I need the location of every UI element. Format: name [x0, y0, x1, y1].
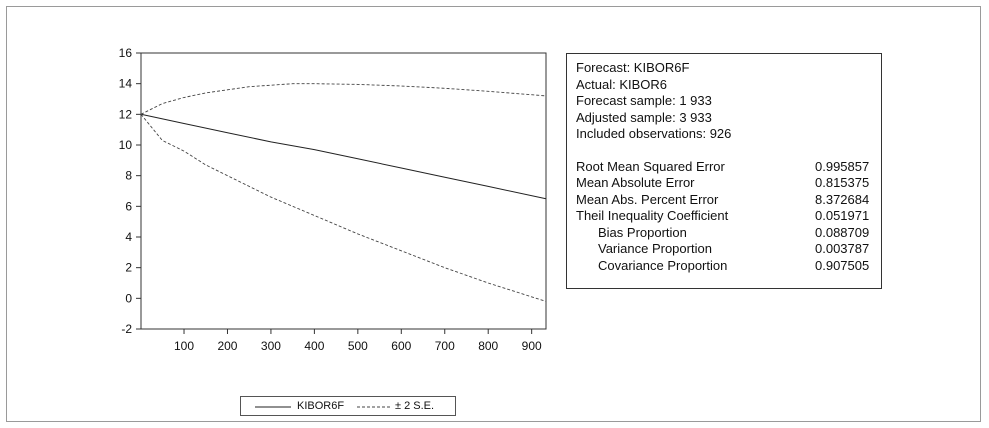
- metric-label: Bias Proportion: [598, 224, 687, 240]
- x-tick-label: 100: [174, 339, 194, 353]
- x-tick-label: 500: [348, 339, 368, 353]
- metric-value: 0.051971: [815, 208, 870, 223]
- stat-forecast: Forecast: KIBOR6F: [576, 60, 690, 75]
- y-tick-label: 8: [125, 169, 132, 183]
- y-tick-label: 12: [119, 107, 133, 121]
- x-tick-label: 600: [391, 339, 411, 353]
- metric-value: 0.003787: [815, 241, 870, 256]
- metric-label: Theil Inequality Coefficient: [576, 208, 729, 223]
- legend-label-se: ± 2 S.E.: [395, 400, 435, 412]
- metric-value: 0.815375: [815, 175, 870, 190]
- metric-value: 8.372684: [815, 191, 870, 207]
- metric-label: Variance Proportion: [598, 241, 712, 256]
- metric-value: 0.907505: [815, 257, 870, 273]
- metric-value: 0.088709: [815, 224, 870, 240]
- y-axis: -2 0 2 4 6 8 10 12 14 16: [119, 46, 141, 336]
- plot-area: [140, 52, 547, 330]
- x-tick-label: 900: [522, 339, 542, 353]
- metric-value: 0.995857: [815, 158, 870, 174]
- series-line-se-band: [140, 83, 547, 115]
- x-tick-label: 300: [261, 339, 281, 353]
- metric-row: Bias Proportion 0.088709: [576, 225, 881, 242]
- y-tick-label: 14: [119, 77, 133, 91]
- metric-row: Theil Inequality Coefficient 0.051971: [576, 208, 881, 225]
- x-axis: 100 200 300 400 500 600 700 800 900: [174, 329, 542, 353]
- y-tick-label: 4: [125, 230, 132, 244]
- stat-included-observations: Included observations: 926: [576, 126, 732, 141]
- series-line-se-band: [140, 114, 547, 302]
- stat-forecast-sample: Forecast sample: 1 933: [576, 93, 712, 108]
- metrics-list: Root Mean Squared Error 0.995857 Mean Abso…: [576, 159, 881, 275]
- metric-label: Mean Abs. Percent Error: [576, 191, 719, 207]
- metric-row: Covariance Proportion 0.907505: [576, 258, 881, 275]
- metric-row: Mean Absolute Error 0.815375: [576, 175, 881, 192]
- chart-legend: KIBOR6F ± 2 S.E.: [240, 396, 456, 416]
- legend-label-kibor6f: KIBOR6F: [297, 400, 345, 412]
- metric-label: Mean Absolute Error: [576, 175, 695, 190]
- y-tick-label: 2: [125, 261, 132, 275]
- x-tick-label: 400: [304, 339, 324, 353]
- output-frame: [6, 6, 981, 422]
- y-tick-label: 16: [119, 46, 133, 60]
- stat-adjusted-sample: Adjusted sample: 3 933: [576, 109, 712, 125]
- forecast-statistics: Forecast: KIBOR6F Actual: KIBOR6 Forecas…: [566, 53, 882, 289]
- x-tick-label: 700: [435, 339, 455, 353]
- metric-label: Covariance Proportion: [598, 257, 728, 273]
- y-tick-label: 0: [125, 291, 132, 305]
- series-line-kibor6f: [140, 113, 547, 200]
- x-tick-label: 800: [478, 339, 498, 353]
- metric-row: Root Mean Squared Error 0.995857: [576, 159, 881, 176]
- metric-label: Root Mean Squared Error: [576, 158, 725, 174]
- series-layer: [140, 83, 547, 302]
- metric-row: Mean Abs. Percent Error 8.372684: [576, 192, 881, 209]
- y-tick-label: 10: [119, 138, 133, 152]
- metric-row: Variance Proportion 0.003787: [576, 241, 881, 258]
- y-tick-label: 6: [125, 199, 132, 213]
- x-tick-label: 200: [217, 339, 237, 353]
- stat-actual: Actual: KIBOR6: [576, 76, 668, 92]
- y-tick-label: -2: [121, 322, 132, 336]
